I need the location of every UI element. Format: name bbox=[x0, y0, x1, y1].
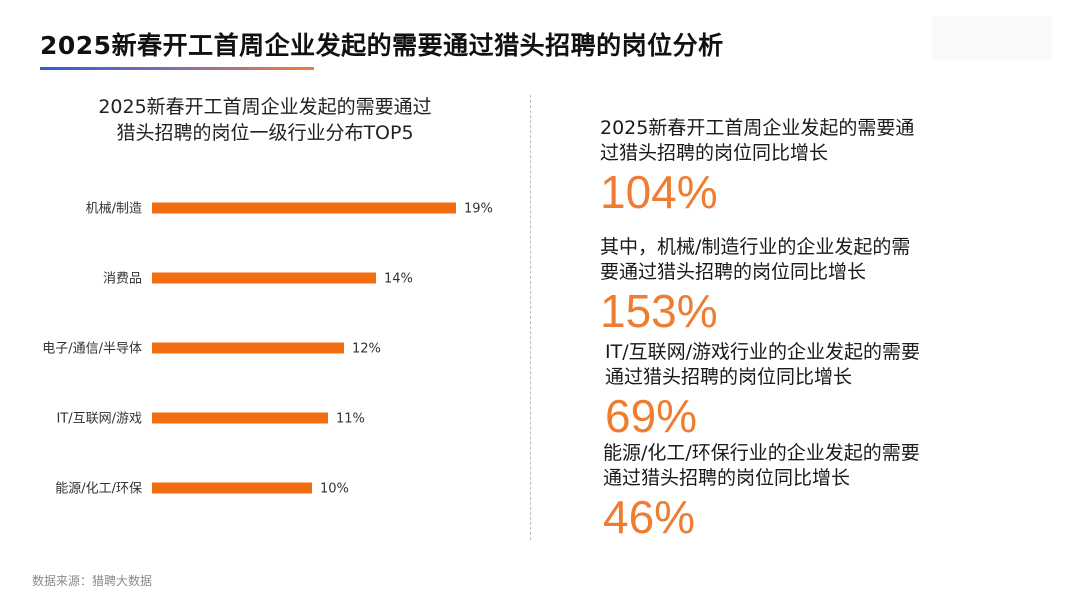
stat-label: 2025新春开工首周企业发起的需要通 过猎头招聘的岗位同比增长 bbox=[600, 116, 914, 166]
bar bbox=[152, 412, 328, 424]
chart-title-line-2: 猎头招聘的岗位一级行业分布TOP5 bbox=[116, 122, 414, 144]
bar bbox=[152, 482, 312, 494]
category-label: 能源/化工/环保 bbox=[55, 482, 142, 497]
stat-value: 153% bbox=[600, 285, 718, 337]
stat-label-line: 要通过猎头招聘的岗位同比增长 bbox=[600, 261, 867, 283]
chart-title-line-1: 2025新春开工首周企业发起的需要通过 bbox=[98, 96, 432, 118]
value-label: 19% bbox=[464, 202, 493, 217]
category-label: IT/互联网/游戏 bbox=[56, 412, 142, 427]
bar-chart: 机械/制造 19% 消费品 14% 电子/通信/半导体 12% IT/互联网/游戏 11% 能源… bbox=[42, 202, 493, 497]
stat-value: 104% bbox=[600, 166, 718, 218]
stat-label-line: 通过猎头招聘的岗位同比增长 bbox=[605, 366, 853, 388]
bar bbox=[152, 202, 456, 214]
chart-title: 2025新春开工首周企业发起的需要通过 猎头招聘的岗位一级行业分布TOP5 bbox=[70, 94, 460, 146]
source-note: 数据来源：猎聘大数据 bbox=[32, 574, 153, 588]
stat-block-overall: 2025新春开工首周企业发起的需要通 过猎头招聘的岗位同比增长 104% bbox=[600, 116, 914, 218]
stat-value: 69% bbox=[605, 390, 698, 442]
stat-label: 其中，机械/制造行业的企业发起的需 要通过猎头招聘的岗位同比增长 bbox=[600, 235, 910, 285]
value-label: 12% bbox=[352, 342, 381, 357]
stat-label-line: 2025新春开工首周企业发起的需要通 bbox=[600, 117, 915, 139]
category-label: 消费品 bbox=[103, 272, 142, 287]
logo-area bbox=[932, 16, 1052, 60]
stat-label-line: IT/互联网/游戏行业的企业发起的需要 bbox=[605, 341, 921, 363]
divider bbox=[530, 95, 531, 540]
bar bbox=[152, 272, 376, 284]
stat-block-energy: 能源/化工/环保行业的企业发起的需要 通过猎头招聘的岗位同比增长 46% bbox=[603, 441, 920, 543]
stat-label-line: 能源/化工/环保行业的企业发起的需要 bbox=[603, 442, 920, 464]
value-label: 10% bbox=[320, 482, 349, 497]
page-title: 2025新春开工首周企业发起的需要通过猎头招聘的岗位分析 bbox=[40, 31, 724, 60]
stat-value: 46% bbox=[603, 491, 696, 543]
bar bbox=[152, 342, 344, 354]
stat-block-machinery: 其中，机械/制造行业的企业发起的需 要通过猎头招聘的岗位同比增长 153% bbox=[600, 235, 910, 337]
stat-label: 能源/化工/环保行业的企业发起的需要 通过猎头招聘的岗位同比增长 bbox=[603, 441, 920, 491]
value-label: 14% bbox=[384, 272, 413, 287]
stat-block-it: IT/互联网/游戏行业的企业发起的需要 通过猎头招聘的岗位同比增长 69% bbox=[605, 340, 920, 442]
stat-label-line: 过猎头招聘的岗位同比增长 bbox=[600, 142, 829, 164]
category-label: 机械/制造 bbox=[86, 202, 142, 217]
category-label: 电子/通信/半导体 bbox=[42, 342, 142, 357]
stat-label-line: 通过猎头招聘的岗位同比增长 bbox=[603, 467, 851, 489]
stat-label-line: 其中，机械/制造行业的企业发起的需 bbox=[600, 236, 911, 258]
value-label: 11% bbox=[336, 412, 365, 427]
title-underline bbox=[40, 67, 314, 70]
stat-label: IT/互联网/游戏行业的企业发起的需要 通过猎头招聘的岗位同比增长 bbox=[605, 340, 920, 390]
